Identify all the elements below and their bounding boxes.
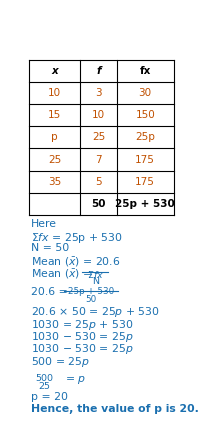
Text: $\Sigma\mathit{fx}$ = 25p + 530: $\Sigma\mathit{fx}$ = 25p + 530 [31,231,123,245]
Text: 150: 150 [135,110,155,120]
Text: 50: 50 [85,295,96,305]
Text: 1030 = 25$p$ + 530: 1030 = 25$p$ + 530 [31,318,133,332]
Text: 1030 $-$ 530 = 25$p$: 1030 $-$ 530 = 25$p$ [31,330,134,344]
Text: 175: 175 [135,177,155,187]
Text: = $p$: = $p$ [65,374,86,386]
Text: 15: 15 [48,110,61,120]
Text: 25: 25 [48,154,61,165]
Text: 20.6 $\times$ 50 = 25$p$ + 530: 20.6 $\times$ 50 = 25$p$ + 530 [31,305,160,319]
Text: 20.6 =: 20.6 = [31,286,71,297]
Text: Mean $(\bar{x})$ = 20.6: Mean $(\bar{x})$ = 20.6 [31,255,120,269]
Text: 50: 50 [91,199,106,209]
Text: 175: 175 [135,154,155,165]
Text: N = 50: N = 50 [31,243,69,253]
Text: fx: fx [140,66,151,76]
Text: N: N [92,277,99,286]
Text: 1030 $-$ 530 = 25$p$: 1030 $-$ 530 = 25$p$ [31,342,134,356]
Text: Mean $(\bar{x})$ =: Mean $(\bar{x})$ = [31,268,93,281]
Text: p: p [51,132,58,143]
Text: Here: Here [31,219,57,228]
Text: 7: 7 [95,154,102,165]
Text: f: f [96,66,101,76]
Text: 500 = 25$p$: 500 = 25$p$ [31,354,90,369]
Text: x: x [51,66,58,76]
Text: 5: 5 [95,177,102,187]
Text: 30: 30 [139,88,152,98]
Text: 25: 25 [39,382,51,391]
Text: 25p: 25p [135,132,155,143]
Text: $\Sigma\mathit{fx}$: $\Sigma\mathit{fx}$ [87,269,104,280]
Text: 35: 35 [48,177,61,187]
Text: 3: 3 [95,88,102,98]
Text: Hence, the value of p is 20.: Hence, the value of p is 20. [31,404,198,414]
Text: 25: 25 [92,132,105,143]
Text: 25p + 530: 25p + 530 [68,287,114,296]
Text: 25p + 530: 25p + 530 [115,199,175,209]
Text: 10: 10 [48,88,61,98]
Text: 500: 500 [36,374,54,382]
Text: p = 20: p = 20 [31,392,68,402]
Text: 10: 10 [92,110,105,120]
